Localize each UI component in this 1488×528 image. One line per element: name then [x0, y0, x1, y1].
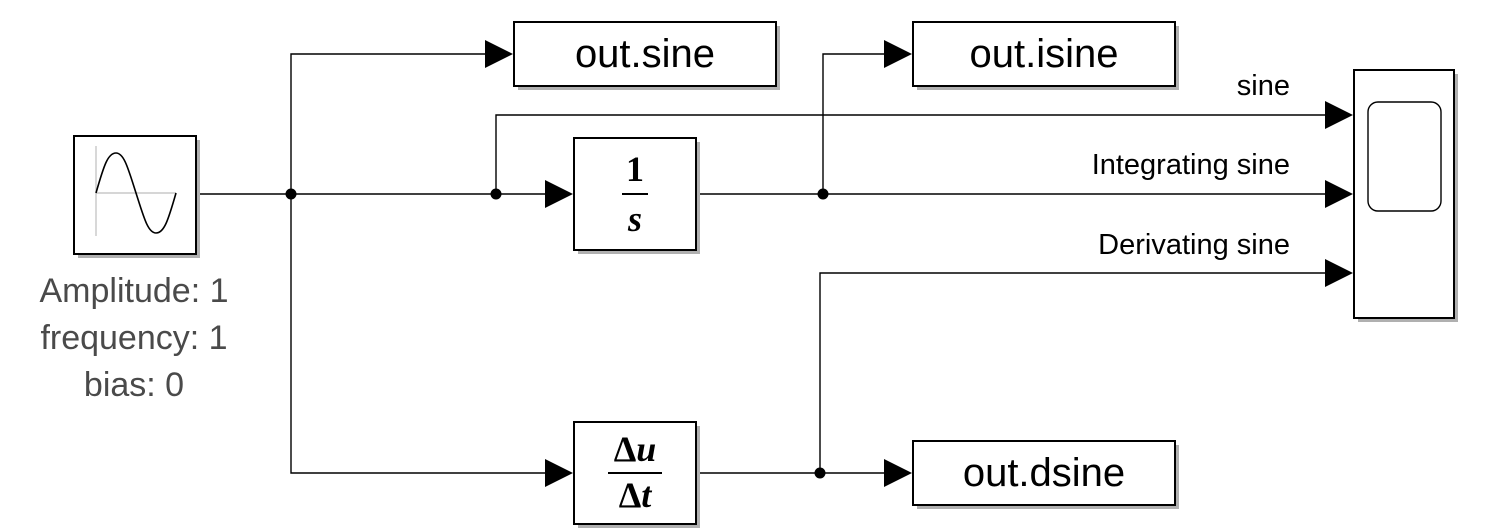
wire-to-out-sine: [290, 53, 485, 194]
junction-dot: [285, 188, 297, 200]
derivative-den-delta: Δ: [619, 475, 642, 515]
integrator-numerator: 1: [626, 149, 644, 189]
wire-to-derivative: [290, 194, 545, 474]
out-isine-label: out.isine: [970, 32, 1119, 76]
source-param-frequency: frequency: 1: [40, 319, 227, 357]
arrow-to-derivative: [545, 459, 573, 487]
wire-dsine-to-scope: [819, 272, 1325, 473]
signal-label-integrating-sine: Integrating sine: [1092, 149, 1290, 181]
arrow-to-integrator: [545, 180, 573, 208]
arrow-scope-in-3: [1325, 259, 1353, 287]
junction-dot: [814, 467, 826, 479]
derivative-num-delta: Δ: [614, 429, 637, 469]
signal-label-derivating-sine: Derivating sine: [1098, 229, 1290, 261]
derivative-denominator: Δt: [619, 475, 653, 515]
signal-label-sine: sine: [1237, 70, 1290, 102]
junction-dot: [490, 188, 502, 200]
scope-block[interactable]: [1353, 69, 1458, 322]
arrow-to-out-isine: [884, 40, 912, 68]
arrow-to-out-dsine: [884, 459, 912, 487]
arrow-to-out-sine: [485, 40, 513, 68]
out-isine-block[interactable]: out.isine: [912, 21, 1179, 90]
arrow-scope-in-2: [1325, 180, 1353, 208]
scope-screen-icon: [1367, 101, 1442, 212]
out-dsine-label: out.dsine: [963, 451, 1125, 495]
derivative-numerator: Δu: [614, 429, 657, 469]
source-param-bias: bias: 0: [84, 366, 184, 404]
derivative-den-var: t: [641, 475, 652, 515]
wire-sine-to-scope: [495, 114, 1325, 194]
derivative-block[interactable]: Δu Δt: [573, 421, 700, 528]
junction-dot: [817, 188, 829, 200]
sine-wave-source-block[interactable]: [73, 135, 200, 258]
out-sine-block[interactable]: out.sine: [513, 21, 780, 90]
out-dsine-block[interactable]: out.dsine: [912, 440, 1179, 509]
wire-to-out-isine: [822, 53, 884, 194]
sine-wave-icon: [95, 146, 177, 236]
integrator-block[interactable]: 1 s: [573, 137, 700, 254]
source-param-amplitude: Amplitude: 1: [40, 272, 229, 310]
integrator-denominator: s: [627, 199, 642, 239]
arrow-scope-in-1: [1325, 101, 1353, 129]
out-sine-label: out.sine: [575, 32, 715, 76]
derivative-num-var: u: [636, 429, 656, 469]
